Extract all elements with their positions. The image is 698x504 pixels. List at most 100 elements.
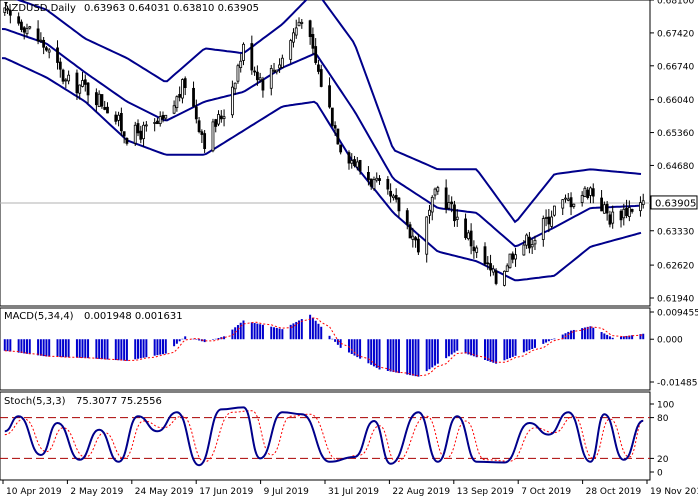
candle-body [430, 196, 434, 213]
macd-bar [542, 339, 545, 344]
candle-body [503, 270, 506, 286]
candle-body [494, 270, 498, 284]
candle-body [466, 232, 470, 240]
candle-body [58, 61, 62, 70]
macd-bar [6, 339, 9, 352]
candle-body [328, 85, 331, 108]
stochastic-panel[interactable]: 100 80 20 0 Stoch(5,3,3) 75.3077 75.2556 [0, 391, 674, 481]
candle-body [45, 47, 48, 51]
candle-body [106, 106, 109, 114]
stochastic-tick-label: 80 [657, 414, 669, 424]
macd-bar [378, 339, 381, 370]
macd-bar [153, 339, 156, 356]
candle-body [489, 263, 492, 271]
macd-bar [608, 336, 611, 340]
candle-body [308, 20, 312, 37]
candle-body [178, 93, 182, 98]
time-tick-label: 2 May 2019 [70, 487, 123, 497]
macd-bar [561, 334, 564, 340]
candle-body [278, 64, 281, 69]
candle-body [200, 131, 204, 135]
time-tick-label: 13 Sep 2019 [457, 487, 514, 497]
macd-bar [259, 324, 262, 340]
candle-body [547, 216, 551, 225]
candle-body [416, 238, 420, 253]
time-tick-label: 22 Aug 2019 [392, 487, 450, 497]
candle-body [450, 201, 454, 205]
candle-body [572, 203, 576, 207]
candle-body [117, 114, 120, 121]
candle-body [414, 237, 418, 241]
macd-bar [300, 319, 303, 340]
macd-bar [25, 339, 28, 354]
candle-body [580, 195, 584, 203]
chart-menu-arrow-icon[interactable] [4, 2, 8, 5]
candle-body [81, 80, 84, 87]
candle-body [125, 138, 129, 144]
symbol-title: NZDUSD,Daily [4, 3, 76, 14]
macd-signal-line [4, 317, 644, 377]
candle-body [347, 152, 351, 164]
candle-body [172, 105, 176, 114]
time-tick-label: 19 Nov 2019 [650, 487, 698, 497]
macd-bar [37, 339, 40, 356]
macd-bar [134, 339, 137, 360]
macd-panel[interactable]: 0.009455 0.000 -0.014858 MACD(5,34,4) 0.00… [0, 307, 698, 391]
macd-bar [270, 326, 273, 340]
macd-bar [511, 339, 514, 357]
macd-bar [42, 339, 45, 357]
stochastic-values: 75.3077 75.2556 [76, 396, 162, 407]
macd-bar [331, 338, 334, 340]
macd-bar [81, 339, 84, 358]
candle-body [269, 68, 273, 89]
price-tick-label: 0.66740 [657, 62, 694, 72]
macd-bar [353, 339, 356, 356]
candle-body [544, 217, 548, 219]
candle-body [97, 93, 101, 108]
macd-histogram [3, 314, 645, 377]
candle-body [28, 26, 32, 29]
time-tick-label: 28 Oct 2019 [586, 487, 642, 497]
candle-body [525, 234, 529, 246]
candle-body [144, 124, 148, 127]
candle-body [175, 96, 179, 109]
macd-bar [39, 339, 42, 356]
candle-body [272, 69, 276, 72]
macd-bar [428, 339, 431, 370]
candle-body [317, 64, 320, 72]
candle-body [22, 27, 26, 33]
bollinger-lower-line [1, 57, 642, 282]
candle-body [236, 65, 240, 82]
candle-body [552, 205, 556, 216]
macd-bar [192, 338, 195, 340]
candle-body [394, 194, 398, 200]
macd-bar [631, 335, 634, 340]
macd-bar [281, 329, 284, 340]
macd-bar [386, 339, 389, 371]
time-tick-label: 10 Apr 2019 [6, 487, 62, 497]
macd-bar [586, 326, 589, 340]
time-tick-label: 7 Oct 2019 [521, 487, 571, 497]
macd-bar [184, 336, 187, 340]
macd-bar [234, 327, 237, 340]
candle-body [203, 133, 207, 149]
macd-bar [278, 328, 281, 340]
candle-body [569, 197, 573, 208]
candle-body [61, 69, 65, 82]
macd-bar [295, 321, 298, 340]
price-axis: 0.68100 0.67420 0.66740 0.66040 0.65360 0.646… [650, 0, 694, 305]
macd-bar [142, 339, 145, 358]
candle-body [194, 106, 198, 120]
stochastic-tick-label: 20 [657, 455, 669, 465]
macd-bar [392, 339, 395, 373]
macd-bar [347, 339, 350, 353]
macd-bar [370, 339, 373, 365]
candle-body [397, 197, 401, 212]
candle-body [541, 218, 545, 240]
candle-body [428, 209, 431, 216]
candle-body [297, 21, 301, 27]
macd-bar [236, 325, 239, 340]
stochastic-axis: 100 80 20 0 [650, 401, 674, 479]
candle-body [142, 124, 145, 140]
price-panel[interactable]: 0.68100 0.67420 0.66740 0.66040 0.65360 0.646… [0, 0, 698, 307]
